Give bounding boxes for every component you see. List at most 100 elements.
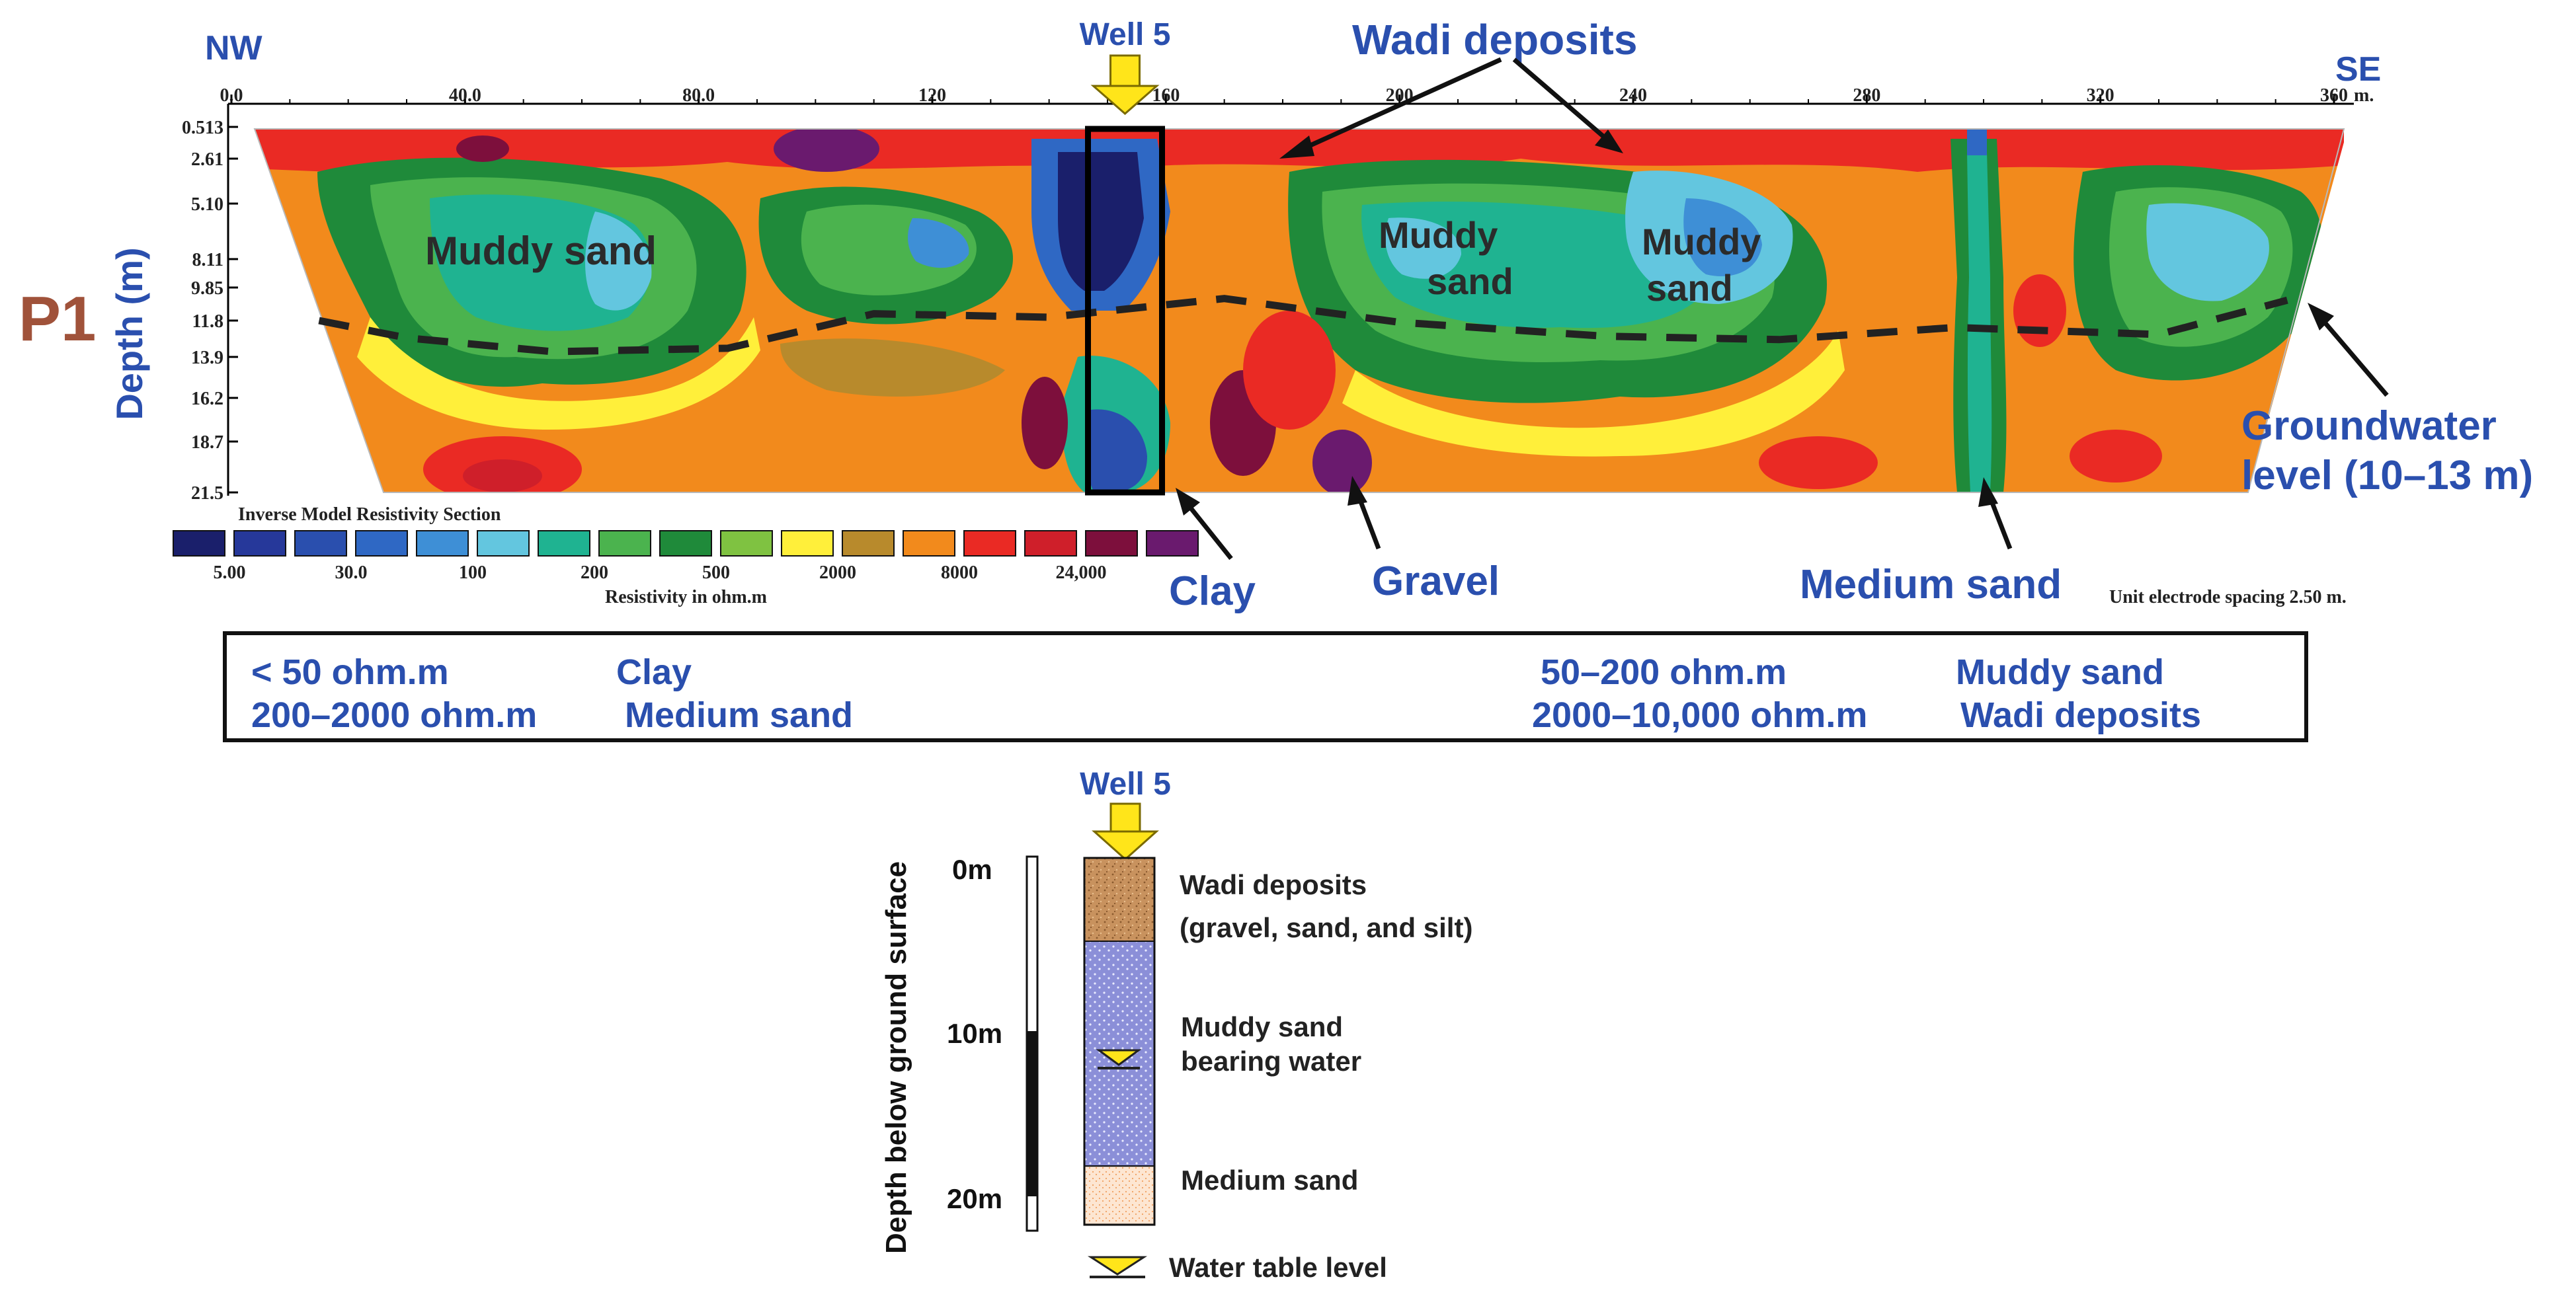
layer-2-label-2: bearing water — [1181, 1046, 1361, 1077]
wadi-arrowhead-1-icon — [1279, 135, 1314, 159]
layer-1-label-1: Wadi deposits — [1180, 869, 1367, 900]
legend-range-4: 2000–10,000 ohm.m — [1532, 695, 1867, 735]
colorbar-tick-label: 200 — [581, 562, 608, 583]
colorbar-tick-label: 30.0 — [335, 562, 368, 583]
water-table-legend-icon — [1087, 1256, 1148, 1278]
colorbar-tick-label: 8000 — [941, 562, 978, 583]
resistivity-section — [255, 129, 2344, 492]
legend-range-2: 50–200 ohm.m — [1541, 652, 1787, 692]
profile-label: P1 — [19, 284, 96, 354]
groundwater-arrow — [2315, 312, 2389, 397]
x-axis-ticks: 0.0 40.0 80.0 120 160 200 240 280 320 360 m. — [220, 85, 2374, 106]
depth-tick-label: 11.8 — [192, 311, 223, 332]
colorbar-tick-label: 24,000 — [1056, 562, 1107, 583]
nw-label: NW — [205, 29, 263, 67]
well-log-title: Well 5 — [1080, 767, 1171, 802]
muddy-sand-mid-label-2: sand — [1427, 260, 1513, 302]
depth-tick-label: 9.85 — [191, 278, 223, 299]
clay-arrowhead-icon — [1176, 488, 1200, 516]
wadi-arrow-2 — [1512, 58, 1612, 144]
well-log-axis-label: Depth below ground surface — [880, 861, 912, 1254]
gravel-arrowhead-icon — [1348, 476, 1367, 506]
well-log-depth-0: 0m — [952, 854, 992, 885]
colorbar-tick-label: 500 — [702, 562, 730, 583]
depth-tick-label: 21.5 — [191, 483, 223, 504]
x-unit-label: m. — [2354, 85, 2374, 106]
legend-material-1: Clay — [616, 652, 692, 692]
colorbar-swatch — [963, 530, 1016, 557]
well-log-depth-10: 10m — [947, 1018, 1002, 1049]
muddy-sand-right-label-2: sand — [1646, 267, 1733, 309]
muddy-sand-mid-label-1: Muddy — [1379, 214, 1498, 256]
well-log-scale-bar-fill — [1027, 1031, 1037, 1196]
depth-tick-label: 8.11 — [192, 250, 223, 270]
depth-tick-label: 0.513 — [182, 118, 223, 138]
layer-3-label-1: Medium sand — [1181, 1165, 1358, 1196]
depth-tick-label: 18.7 — [191, 432, 223, 453]
colorbar-swatch — [598, 530, 651, 557]
colorbar-title: Inverse Model Resistivity Section — [238, 504, 501, 525]
groundwater-label-2: level (10–13 m) — [2241, 453, 2533, 498]
colorbar-swatch — [1146, 530, 1199, 557]
well-log-column — [1084, 857, 1155, 1225]
colorbar-swatch — [416, 530, 469, 557]
legend-range-3: 200–2000 ohm.m — [251, 695, 537, 735]
legend-material-4: Wadi deposits — [1960, 695, 2201, 735]
depth-tick-label: 13.9 — [191, 348, 223, 368]
depth-tick-label: 16.2 — [191, 389, 223, 409]
well-5-arrow-icon — [1090, 54, 1160, 115]
legend-material-2: Muddy sand — [1956, 652, 2164, 692]
water-table-legend-label: Water table level — [1169, 1252, 1387, 1283]
colorbar-swatch — [173, 530, 225, 557]
wadi-arrowhead-2-icon — [1595, 130, 1623, 153]
colorbar-swatch — [538, 530, 590, 557]
medium-sand-label: Medium sand — [1800, 562, 2062, 607]
well-5-title: Well 5 — [1080, 17, 1171, 52]
legend-range-1: < 50 ohm.m — [251, 652, 449, 692]
colorbar-tick-label: 5.00 — [214, 562, 246, 583]
colorbar-swatch — [233, 530, 286, 557]
groundwater-arrowhead-icon — [2308, 303, 2334, 330]
colorbar-swatch — [355, 530, 408, 557]
gravel-label: Gravel — [1372, 559, 1500, 604]
colorbar — [173, 530, 1199, 557]
legend-material-3: Medium sand — [625, 695, 853, 735]
colorbar-caption: Resistivity in ohm.m — [605, 587, 767, 607]
muddy-sand-left-label: Muddy sand — [425, 229, 657, 273]
electrode-spacing-note: Unit electrode spacing 2.50 m. — [2109, 587, 2347, 607]
colorbar-swatch — [842, 530, 895, 557]
medium-sand-arrowhead-icon — [1978, 477, 1998, 507]
colorbar-swatch — [294, 530, 347, 557]
colorbar-swatch — [903, 530, 955, 557]
wadi-deposits-label: Wadi deposits — [1352, 16, 1637, 63]
well-log-arrow-icon — [1092, 802, 1159, 861]
water-table-icon — [1096, 1049, 1142, 1069]
colorbar-swatch — [1085, 530, 1138, 557]
colorbar-tick-label: 2000 — [819, 562, 856, 583]
colorbar-swatch — [659, 530, 712, 557]
depth-axis-label: Depth (m) — [108, 247, 150, 420]
groundwater-level-line — [318, 295, 2288, 356]
clay-label: Clay — [1169, 568, 1256, 614]
depth-axis-ticks: 0.513 2.61 5.10 8.11 9.85 11.8 13.9 16.2 18.7 21.… — [182, 118, 238, 504]
well-5-box — [1085, 126, 1165, 496]
well-log-layer — [1084, 857, 1155, 942]
section-outline — [253, 128, 2345, 493]
resistivity-legend-box — [223, 631, 2308, 742]
colorbar-swatch — [1024, 530, 1077, 557]
well-log-layer — [1084, 1165, 1155, 1225]
well-log-depth-20: 20m — [947, 1183, 1002, 1214]
muddy-sand-right-label-1: Muddy — [1642, 221, 1761, 262]
colorbar-tick-labels: 5.00 30.0 100 200 500 2000 8000 24,000 — [214, 562, 1107, 583]
groundwater-label-1: Groundwater — [2241, 403, 2497, 449]
colorbar-swatch — [477, 530, 530, 557]
layer-1-label-2: (gravel, sand, and silt) — [1180, 912, 1472, 943]
se-label: SE — [2335, 50, 2381, 89]
colorbar-swatch — [781, 530, 834, 557]
depth-tick-label: 2.61 — [191, 149, 223, 170]
colorbar-tick-label: 100 — [459, 562, 487, 583]
layer-2-label-1: Muddy sand — [1181, 1011, 1343, 1042]
colorbar-swatch — [720, 530, 773, 557]
